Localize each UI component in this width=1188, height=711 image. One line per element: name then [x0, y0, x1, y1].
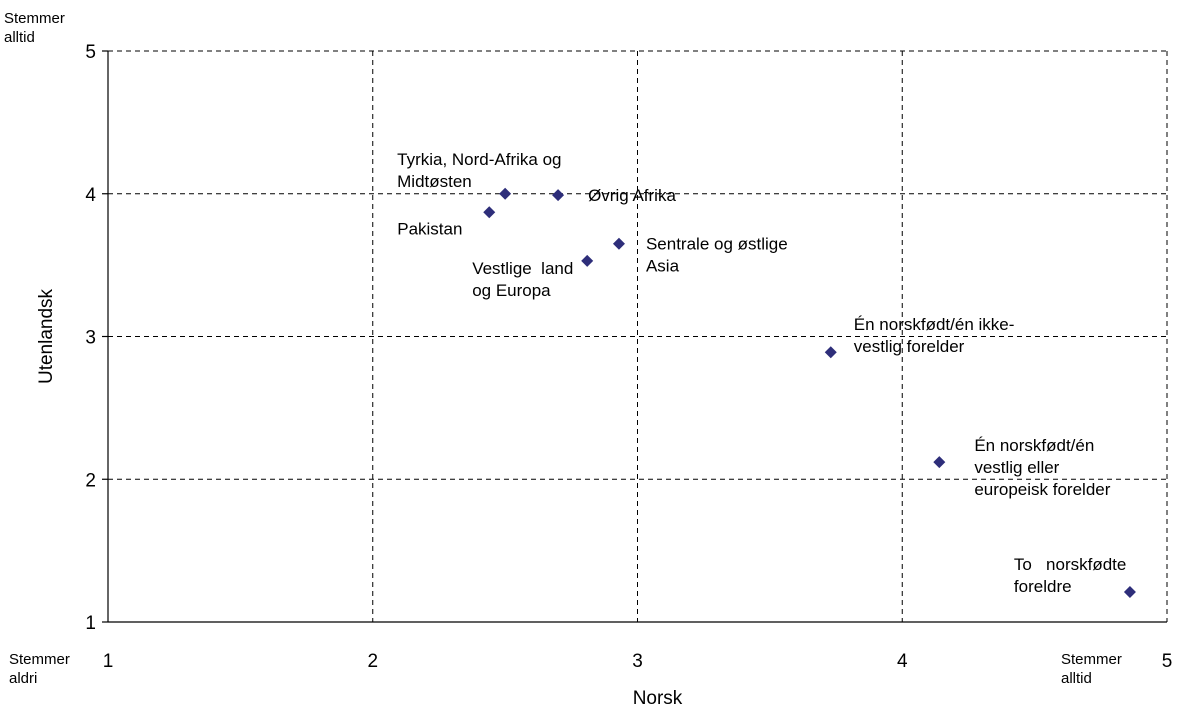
- point-label: Sentrale og østlige Asia: [646, 235, 788, 276]
- x-tick-labels: 1 2 3 4 5: [103, 651, 1173, 672]
- y-tick-label: 1: [85, 613, 96, 634]
- point-label: Øvrig Afrika: [588, 186, 676, 205]
- point-labels: Tyrkia, Nord-Afrika og Midtøsten Øvrig Afr…: [397, 150, 1126, 596]
- x-axis-high-end-label: Stemmer alltid: [1061, 651, 1122, 687]
- point-label: Én norskfødt/én vestlig eller europeisk fo…: [974, 436, 1110, 499]
- point-label: Én norskfødt/én ikke-vestlig forelder: [854, 315, 1015, 356]
- x-tick-label: 5: [1162, 651, 1173, 672]
- axes: [102, 50, 1167, 623]
- y-tick-label: 2: [85, 470, 96, 491]
- y-tick-labels: 1 2 3 4 5: [85, 42, 96, 634]
- y-axis-high-end-label: Stemmer alltid: [4, 10, 65, 46]
- y-axis-title: Utenlandsk: [36, 288, 57, 384]
- x-axis-title: Norsk: [633, 688, 683, 709]
- x-axis-low-end-label: Stemmer aldri: [9, 651, 70, 687]
- point-label: Vestlige land og Europa: [472, 259, 573, 300]
- y-tick-label: 3: [85, 328, 96, 349]
- x-tick-label: 4: [897, 651, 908, 672]
- grid-lines: [108, 50, 1168, 622]
- scatter-point: [612, 237, 625, 250]
- scatter-point: [1123, 586, 1136, 599]
- x-tick-label: 1: [103, 651, 114, 672]
- x-tick-label: 3: [632, 651, 643, 672]
- scatter-point: [483, 206, 496, 219]
- point-label: Tyrkia, Nord-Afrika og Midtøsten: [397, 150, 561, 191]
- point-label: To norskfødte foreldre: [1014, 555, 1126, 596]
- scatter-point: [581, 254, 594, 267]
- scatter-point: [552, 189, 565, 202]
- scatter-point: [824, 346, 837, 359]
- data-points: [483, 187, 1136, 599]
- y-tick-label: 4: [85, 185, 96, 206]
- scatter-point: [933, 456, 946, 469]
- x-tick-label: 2: [367, 651, 378, 672]
- y-tick-label: 5: [85, 42, 96, 63]
- scatter-point: [499, 187, 512, 200]
- point-label: Pakistan: [397, 219, 462, 238]
